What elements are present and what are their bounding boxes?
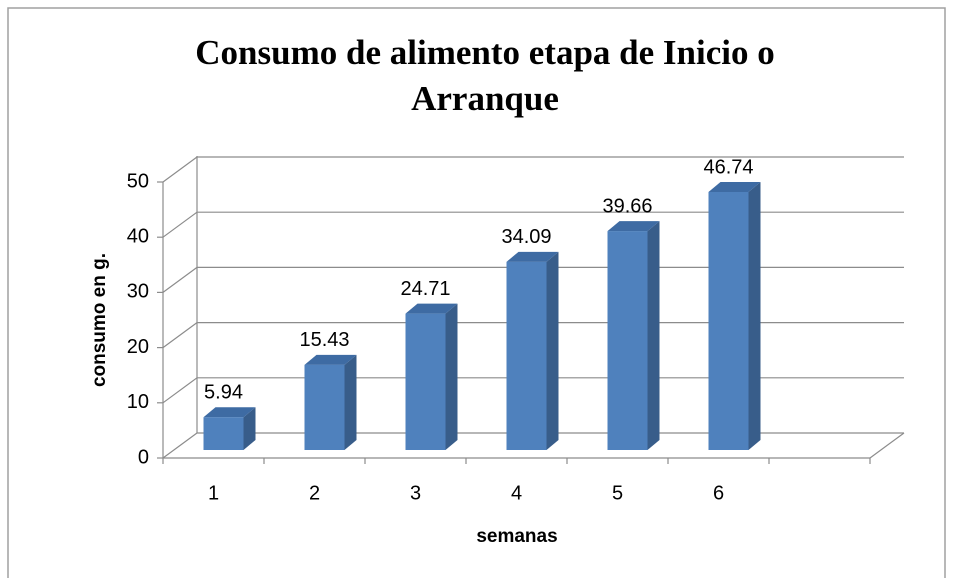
x-tick-label: 5 — [612, 482, 623, 504]
bar — [607, 231, 648, 450]
y-tick-label: 30 — [127, 281, 149, 303]
data-label: 39.66 — [602, 195, 652, 217]
data-label: 46.74 — [703, 156, 753, 178]
chart-border — [7, 7, 946, 578]
x-tick-label: 2 — [309, 482, 320, 504]
grid-line — [162, 156, 904, 183]
y-tick-label: 50 — [127, 170, 149, 192]
x-tick-label: 1 — [208, 482, 219, 504]
chart-title: Consumo de alimento etapa de Inicio o Ar… — [195, 33, 775, 118]
bar-top — [506, 251, 559, 262]
bar-side — [546, 251, 559, 450]
bar-side — [344, 354, 357, 450]
grid-line — [162, 211, 904, 238]
floor-edge — [869, 432, 905, 459]
bar-top — [203, 407, 256, 418]
bar — [708, 191, 749, 451]
grid-line — [162, 377, 904, 404]
y-tick-label: 10 — [127, 391, 149, 413]
data-label: 24.71 — [400, 278, 450, 300]
y-tick-label: 20 — [127, 336, 149, 358]
bar-side — [647, 221, 660, 450]
bar — [203, 417, 244, 450]
bar-top — [405, 303, 458, 314]
y-tick-label: 40 — [127, 225, 149, 247]
data-label: 5.94 — [204, 381, 243, 403]
x-tick-label: 6 — [713, 482, 724, 504]
bar-top — [607, 221, 660, 232]
grid-line — [162, 322, 904, 349]
bar-top — [708, 181, 761, 192]
bar — [405, 313, 446, 450]
bar-top — [304, 354, 357, 365]
data-label: 34.09 — [501, 226, 551, 248]
x-axis-label: semanas — [476, 526, 557, 547]
x-tick-label: 4 — [511, 482, 522, 504]
bar — [506, 261, 547, 450]
y-tick-label: 0 — [138, 446, 149, 468]
y-axis-label: consumo en g. — [89, 253, 110, 387]
bar-side — [748, 181, 761, 451]
data-label: 15.43 — [299, 329, 349, 351]
bar — [304, 364, 345, 450]
grid-line — [162, 432, 904, 459]
bar-side — [243, 407, 256, 450]
x-tick-label: 3 — [410, 482, 421, 504]
grid-line — [162, 266, 904, 293]
bar-side — [445, 303, 458, 450]
